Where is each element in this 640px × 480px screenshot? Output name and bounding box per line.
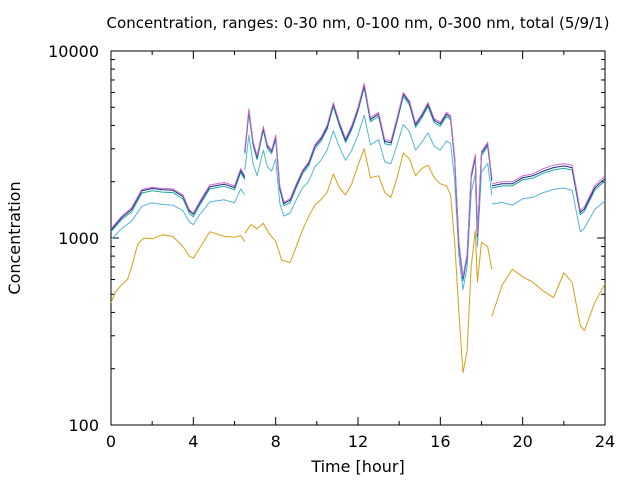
series-line-0-segment-0	[110, 168, 246, 230]
y-tick-label: 100	[68, 416, 99, 435]
axis-ticks: 0 4 8 12 16 20 24 100 1000 10000	[48, 42, 615, 451]
chart-title: Concentration, ranges: 0-30 nm, 0-100 nm…	[107, 14, 610, 32]
series-line-3-segment-2	[491, 187, 606, 233]
series-line-2-segment-2	[491, 167, 606, 216]
y-axis-label: Concentration	[5, 181, 24, 294]
y-tick-label: 1000	[58, 229, 99, 248]
series-line-0-segment-1	[244, 83, 493, 278]
series-line-3-segment-1	[244, 114, 493, 291]
series-line-4-segment-0	[110, 231, 246, 303]
x-tick-label: 0	[106, 432, 116, 451]
series-line-4-segment-1	[244, 148, 493, 374]
series-line-1-segment-2	[491, 165, 606, 213]
x-tick-label: 24	[595, 432, 615, 451]
x-tick-label: 20	[512, 432, 532, 451]
y-tick-label: 10000	[48, 42, 99, 61]
series-line-3-segment-0	[110, 188, 246, 240]
series-line-1-segment-0	[110, 169, 246, 231]
x-tick-label: 16	[430, 432, 450, 451]
x-tick-label: 4	[188, 432, 198, 451]
x-axis-label: Time [hour]	[310, 457, 404, 476]
series-layer	[110, 83, 606, 374]
series-line-0-segment-2	[491, 163, 606, 212]
x-tick-label: 8	[271, 432, 281, 451]
series-line-2-segment-0	[110, 172, 246, 233]
x-tick-label: 12	[348, 432, 368, 451]
series-line-4-segment-2	[491, 268, 606, 331]
